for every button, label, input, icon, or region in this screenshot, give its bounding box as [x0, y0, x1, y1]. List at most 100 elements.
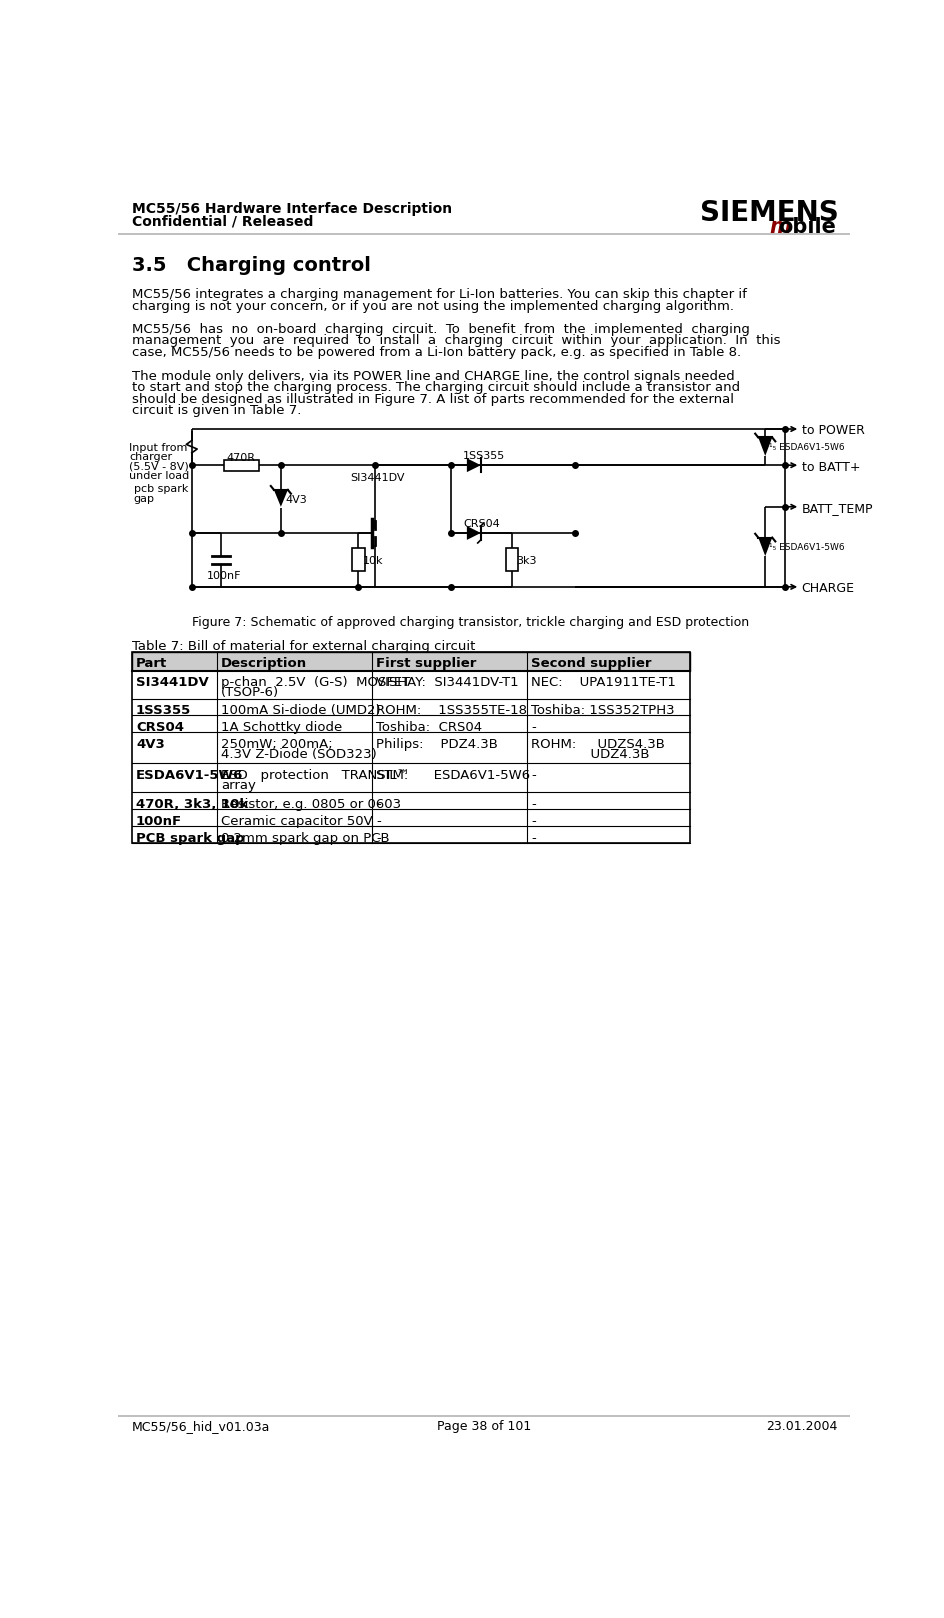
Text: Toshiba:  CRS04: Toshiba: CRS04 [376, 722, 481, 735]
Text: MC55/56 Hardware Interface Description: MC55/56 Hardware Interface Description [132, 202, 452, 215]
Text: ROHM:    1SS355TE-18: ROHM: 1SS355TE-18 [376, 704, 527, 717]
Text: Ceramic capacitor 50V: Ceramic capacitor 50V [221, 815, 373, 828]
Text: 1SS355: 1SS355 [136, 704, 191, 717]
Text: gap: gap [133, 493, 155, 503]
Text: case, MC55/56 needs to be powered from a Li-Ion battery pack, e.g. as specified : case, MC55/56 needs to be powered from a… [132, 346, 740, 359]
Text: 4V3: 4V3 [285, 495, 307, 505]
Text: CHARGE: CHARGE [801, 582, 853, 595]
Text: CRS04: CRS04 [463, 519, 499, 529]
Text: Input from: Input from [128, 443, 187, 453]
Bar [505, 549, 517, 571]
Text: UDZ4.3B: UDZ4.3B [531, 748, 649, 760]
Text: 470R, 3k3, 10k: 470R, 3k3, 10k [136, 798, 248, 811]
Text: -: - [376, 798, 380, 811]
Text: -: - [531, 769, 535, 781]
Text: 4V3: 4V3 [136, 738, 164, 751]
Text: Part: Part [136, 657, 167, 670]
Polygon shape [757, 537, 771, 557]
Text: -: - [531, 832, 535, 845]
Text: 250mW; 200mA;: 250mW; 200mA; [221, 738, 332, 751]
Text: -: - [376, 832, 380, 845]
Text: ROHM:     UDZS4.3B: ROHM: UDZS4.3B [531, 738, 665, 751]
Bar [132, 733, 689, 764]
Text: array: array [221, 778, 256, 791]
Text: 3.5   Charging control: 3.5 Charging control [132, 256, 371, 275]
Text: m: m [768, 217, 790, 238]
Text: 100nF: 100nF [136, 815, 182, 828]
Text: 100mA Si-diode (UMD2): 100mA Si-diode (UMD2) [221, 704, 380, 717]
Text: Philips:    PDZ4.3B: Philips: PDZ4.3B [376, 738, 497, 751]
Text: -: - [376, 815, 380, 828]
Text: 3k3: 3k3 [515, 557, 535, 566]
Text: 23.01.2004: 23.01.2004 [766, 1421, 836, 1434]
Text: Figure 7: Schematic of approved charging transistor, trickle charging and ESD pr: Figure 7: Schematic of approved charging… [192, 616, 748, 629]
Polygon shape [274, 490, 288, 506]
Polygon shape [466, 458, 480, 472]
Bar [132, 652, 689, 843]
Polygon shape [466, 526, 480, 540]
Text: STM:      ESDA6V1-5W6: STM: ESDA6V1-5W6 [376, 769, 530, 781]
Text: -: - [531, 798, 535, 811]
Text: 4.3V Z-Diode (SOD323): 4.3V Z-Diode (SOD323) [221, 748, 377, 760]
Text: charger: charger [128, 451, 172, 463]
Text: to start and stop the charging process. The charging circuit should include a tr: to start and stop the charging process. … [132, 382, 739, 395]
Text: ¹₅ ESDA6V1-5W6: ¹₅ ESDA6V1-5W6 [768, 443, 844, 451]
Bar [132, 699, 689, 715]
Text: charging is not your concern, or if you are not using the implemented charging a: charging is not your concern, or if you … [132, 299, 733, 312]
Text: VISHAY:  SI3441DV-T1: VISHAY: SI3441DV-T1 [376, 676, 518, 689]
Text: -: - [531, 815, 535, 828]
Bar [132, 652, 689, 671]
Text: MC55/56_hid_v01.03a: MC55/56_hid_v01.03a [132, 1421, 270, 1434]
Bar [132, 715, 689, 733]
Bar [224, 460, 259, 471]
Text: ESD   protection   TRANSIL™: ESD protection TRANSIL™ [221, 769, 410, 781]
Text: ¹₅ ESDA6V1-5W6: ¹₅ ESDA6V1-5W6 [768, 544, 844, 552]
Text: management  you  are  required  to  install  a  charging  circuit  within  your : management you are required to install a… [132, 335, 780, 348]
Bar [118, 1414, 850, 1417]
Text: CRS04: CRS04 [136, 722, 184, 735]
Text: to POWER: to POWER [801, 424, 864, 437]
Text: (TSOP-6): (TSOP-6) [221, 686, 279, 699]
Text: circuit is given in Table 7.: circuit is given in Table 7. [132, 404, 301, 417]
Text: 470R: 470R [227, 453, 256, 463]
Polygon shape [757, 437, 771, 456]
Text: 1SS355: 1SS355 [463, 451, 505, 461]
Text: to BATT+: to BATT+ [801, 461, 859, 474]
Text: 1A Schottky diode: 1A Schottky diode [221, 722, 342, 735]
Text: obile: obile [778, 217, 835, 238]
Text: -: - [531, 722, 535, 735]
Bar [132, 809, 689, 827]
Bar [118, 233, 850, 235]
Text: SI3441DV: SI3441DV [136, 676, 209, 689]
Text: MC55/56  has  no  on-board  charging  circuit.  To  benefit  from  the  implemen: MC55/56 has no on-board charging circuit… [132, 322, 750, 337]
Text: First supplier: First supplier [376, 657, 476, 670]
Text: SI3441DV: SI3441DV [350, 472, 405, 482]
Text: Second supplier: Second supplier [531, 657, 651, 670]
Text: SIEMENS: SIEMENS [700, 199, 838, 227]
Text: should be designed as illustrated in Figure 7. A list of parts recommended for t: should be designed as illustrated in Fig… [132, 393, 733, 406]
Text: Confidential / Released: Confidential / Released [132, 214, 313, 228]
Text: ESDA6V1-5W6: ESDA6V1-5W6 [136, 769, 243, 781]
Text: (5.5V - 8V): (5.5V - 8V) [128, 461, 189, 471]
Text: MC55/56 integrates a charging management for Li-Ion batteries. You can skip this: MC55/56 integrates a charging management… [132, 288, 746, 301]
Bar [132, 671, 689, 699]
Text: pcb spark: pcb spark [133, 484, 188, 495]
Text: 100nF: 100nF [207, 571, 242, 581]
Text: NEC:    UPA1911TE-T1: NEC: UPA1911TE-T1 [531, 676, 675, 689]
Text: Description: Description [221, 657, 307, 670]
Text: under load: under load [128, 471, 189, 481]
Text: BATT_TEMP: BATT_TEMP [801, 502, 872, 515]
Text: p-chan  2.5V  (G-S)  MOSFET: p-chan 2.5V (G-S) MOSFET [221, 676, 410, 689]
Bar [132, 827, 689, 843]
Text: Page 38 of 101: Page 38 of 101 [436, 1421, 531, 1434]
Text: 0.2mm spark gap on PCB: 0.2mm spark gap on PCB [221, 832, 390, 845]
Text: 10k: 10k [362, 557, 383, 566]
Text: Resistor, e.g. 0805 or 0603: Resistor, e.g. 0805 or 0603 [221, 798, 401, 811]
Text: Table 7: Bill of material for external charging circuit: Table 7: Bill of material for external c… [132, 641, 475, 654]
Bar [132, 764, 689, 793]
Bar [352, 549, 364, 571]
Text: Toshiba: 1SS352TPH3: Toshiba: 1SS352TPH3 [531, 704, 674, 717]
Text: PCB spark gap: PCB spark gap [136, 832, 244, 845]
Text: The module only delivers, via its POWER line and CHARGE line, the control signal: The module only delivers, via its POWER … [132, 371, 734, 383]
Bar [132, 793, 689, 809]
